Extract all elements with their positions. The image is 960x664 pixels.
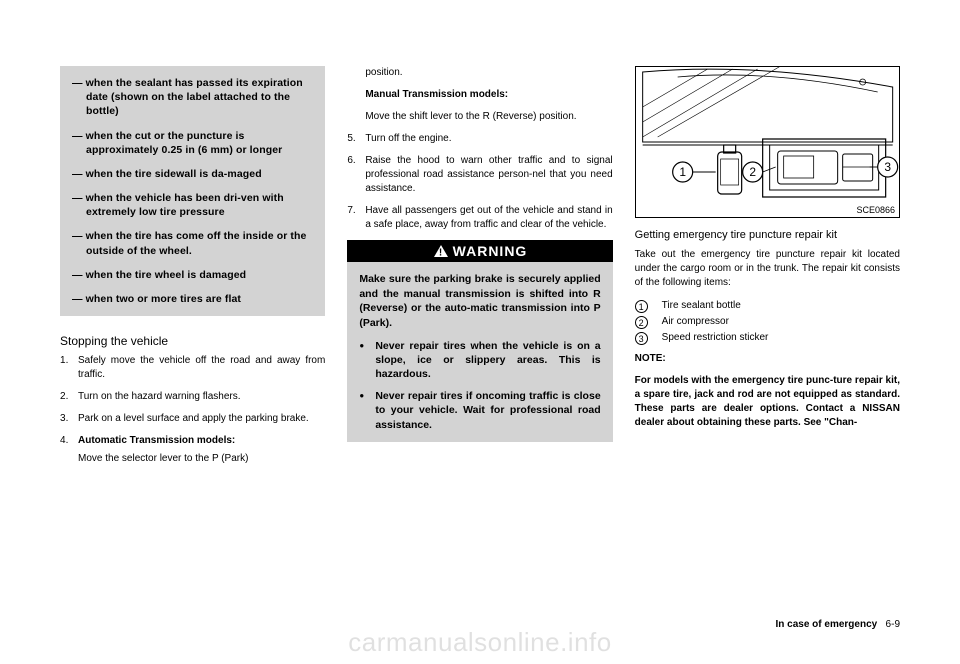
step-6: Raise the hood to warn other traffic and… (347, 154, 612, 196)
cond-item: — when two or more tires are flat (72, 292, 313, 306)
column-2: position. Manual Transmission models: Mo… (347, 66, 612, 474)
page-footer: In case of emergency 6-9 (775, 619, 900, 630)
mt-body: Move the shift lever to the R (Reverse) … (347, 110, 612, 124)
footer-section: In case of emergency (775, 619, 877, 630)
conditions-box: — when the sealant has passed its expira… (60, 66, 325, 316)
legend-number: 3 (635, 332, 648, 345)
cond-item: — when the tire has come off the inside … (72, 229, 313, 257)
step-4: Automatic Transmission models: Move the … (60, 434, 325, 466)
column-3: 1 2 3 SCE0866 Getting emergency tire pun… (635, 66, 900, 474)
stopping-subhead: Stopping the vehicle (60, 334, 325, 348)
warning-header: ! WARNING (347, 240, 612, 262)
warning-icon: ! (433, 244, 449, 258)
warning-para: Make sure the parking brake is securely … (359, 272, 600, 331)
repair-kit-illustration: 1 2 3 (636, 67, 899, 217)
legend-number: 1 (635, 300, 648, 313)
svg-text:2: 2 (749, 165, 756, 179)
cond-item: — when the tire sidewall is da-maged (72, 167, 313, 181)
kit-para: Take out the emergency tire puncture rep… (635, 248, 900, 290)
watermark: carmanualsonline.info (0, 627, 960, 658)
kit-subhead: Getting emergency tire puncture repair k… (635, 228, 900, 242)
warning-box: Make sure the parking brake is securely … (347, 262, 612, 442)
legend-list: 1 Tire sealant bottle 2 Air compressor 3 Sp… (635, 298, 900, 346)
note-body: For models with the emergency tire punc-… (635, 374, 900, 430)
warning-title: WARNING (453, 243, 528, 259)
footer-page: 6-9 (886, 619, 900, 630)
manual-page: — when the sealant has passed its expira… (0, 0, 960, 664)
cond-item: — when the tire wheel is damaged (72, 268, 313, 282)
warning-bullet: Never repair tires when the vehicle is o… (359, 339, 600, 382)
figure-code: SCE0866 (856, 205, 895, 215)
legend-label: Speed restriction sticker (662, 330, 769, 346)
cond-item: — when the sealant has passed its expira… (72, 76, 313, 119)
legend-item: 1 Tire sealant bottle (635, 298, 900, 314)
cond-item: — when the cut or the puncture is approx… (72, 129, 313, 157)
steps-cont: Turn off the engine. Raise the hood to w… (347, 132, 612, 232)
cond-item: — when the vehicle has been dri-ven with… (72, 191, 313, 219)
warning-bullet: Never repair tires if oncoming traffic i… (359, 389, 600, 432)
step-4-lead: Automatic Transmission models: (78, 435, 235, 446)
legend-number: 2 (635, 316, 648, 329)
cont-position: position. (347, 66, 612, 80)
stopping-steps: Safely move the vehicle off the road and… (60, 354, 325, 466)
svg-text:!: ! (438, 248, 442, 259)
column-layout: — when the sealant has passed its expira… (60, 66, 900, 474)
step-7: Have all passengers get out of the vehic… (347, 204, 612, 232)
svg-text:3: 3 (884, 160, 891, 174)
legend-label: Tire sealant bottle (662, 298, 741, 314)
svg-text:1: 1 (679, 165, 686, 179)
legend-item: 2 Air compressor (635, 314, 900, 330)
legend-item: 3 Speed restriction sticker (635, 330, 900, 346)
step-2: Turn on the hazard warning flashers. (60, 390, 325, 404)
step-5: Turn off the engine. (347, 132, 612, 146)
column-1: — when the sealant has passed its expira… (60, 66, 325, 474)
step-4-body: Move the selector lever to the P (Park) (78, 452, 325, 466)
legend-label: Air compressor (662, 314, 729, 330)
figure-box: 1 2 3 SCE0866 (635, 66, 900, 218)
note-label: NOTE: (635, 352, 900, 366)
mt-lead: Manual Transmission models: (347, 88, 612, 102)
step-1: Safely move the vehicle off the road and… (60, 354, 325, 382)
step-3: Park on a level surface and apply the pa… (60, 412, 325, 426)
